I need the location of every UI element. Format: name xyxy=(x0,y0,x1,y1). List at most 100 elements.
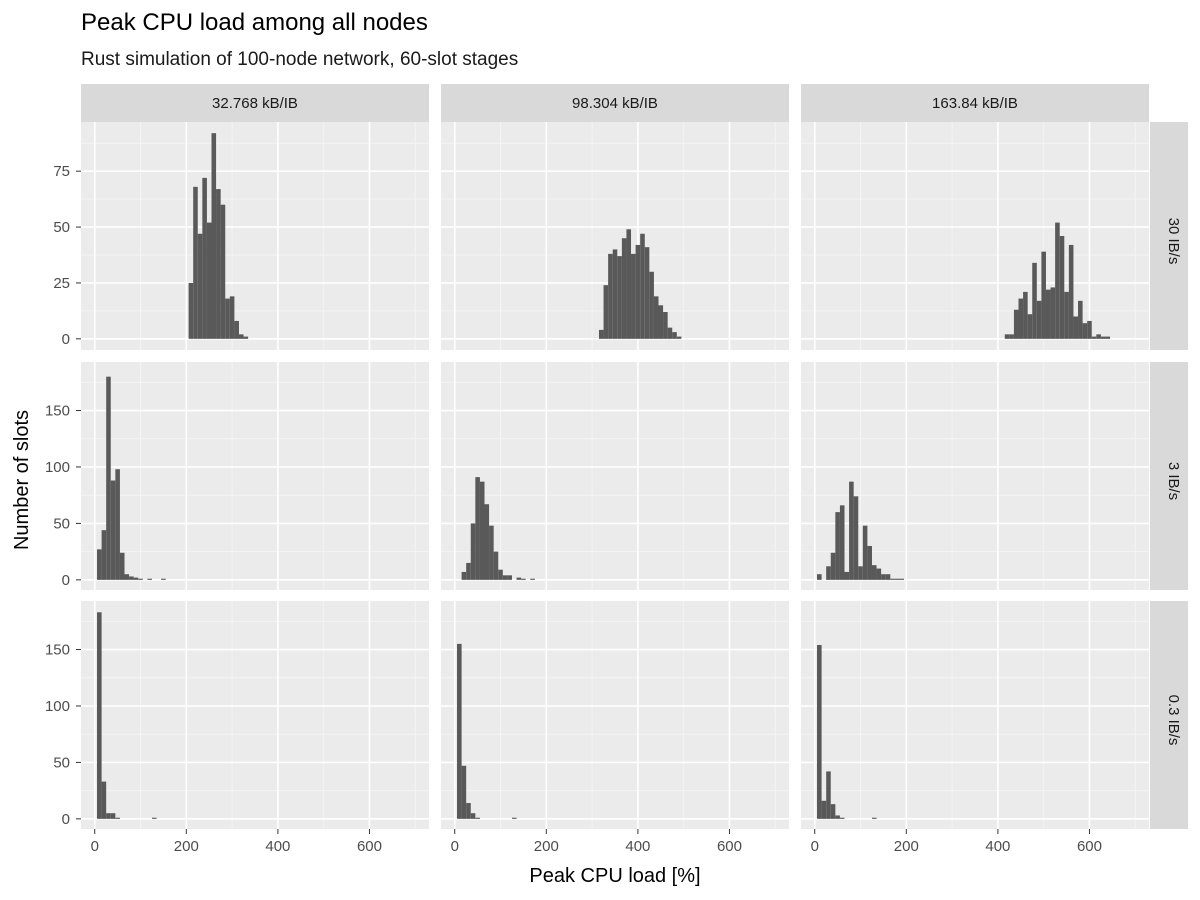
y-tick-label: 50 xyxy=(53,219,70,236)
histogram-bar xyxy=(110,813,116,819)
y-tick-label: 100 xyxy=(45,698,70,715)
x-tick-label: 400 xyxy=(625,838,650,855)
y-tick-label: 50 xyxy=(53,515,70,532)
histogram-bar xyxy=(188,282,194,339)
histogram-bar xyxy=(644,247,650,339)
y-tick-label: 0 xyxy=(62,572,70,589)
histogram-bar xyxy=(229,296,235,339)
histogram-bar xyxy=(211,133,217,339)
x-tick-label: 0 xyxy=(91,838,99,855)
histogram-bar xyxy=(1087,320,1092,339)
facet-panel xyxy=(801,122,1149,350)
histogram-bar xyxy=(631,253,636,339)
histogram-bar xyxy=(894,578,900,580)
column-strip xyxy=(441,84,789,122)
histogram-bar xyxy=(147,578,152,580)
y-tick-label: 25 xyxy=(53,275,70,292)
column-strip xyxy=(81,84,429,122)
histogram-bar xyxy=(871,565,877,580)
histogram-bar xyxy=(612,249,618,339)
histogram-bar xyxy=(1091,336,1097,339)
histogram-bar xyxy=(475,817,480,819)
histogram-bar xyxy=(493,551,499,580)
histogram-bar xyxy=(830,552,836,580)
histogram-bar xyxy=(220,204,226,339)
histogram-bar xyxy=(193,186,198,339)
panel-background xyxy=(81,601,429,829)
histogram-bar xyxy=(881,574,886,580)
chart-title: Peak CPU load among all nodes xyxy=(81,9,428,36)
histogram-bar xyxy=(858,566,863,580)
histogram-bar xyxy=(119,552,125,580)
y-tick-label: 0 xyxy=(62,331,70,348)
histogram-bar xyxy=(849,481,854,580)
histogram-bar xyxy=(1045,289,1051,339)
panel-background xyxy=(441,601,789,829)
histogram-bar xyxy=(110,480,116,580)
x-tick-label: 200 xyxy=(894,838,919,855)
histogram-bar xyxy=(124,574,130,580)
histogram-bar xyxy=(489,525,494,580)
histogram-bar xyxy=(1004,334,1010,339)
histogram-bar xyxy=(101,530,107,580)
row-strip xyxy=(1150,601,1188,829)
histogram-bar xyxy=(667,327,673,339)
histogram-bar xyxy=(649,271,654,339)
x-tick-label: 600 xyxy=(1077,838,1102,855)
histogram-bar xyxy=(844,571,850,580)
histogram-bar xyxy=(1032,262,1037,339)
histogram-bar xyxy=(817,574,822,580)
histogram-bar xyxy=(466,803,471,819)
histogram-bar xyxy=(1096,334,1101,339)
histogram-bar xyxy=(1064,291,1069,339)
histogram-bar xyxy=(461,765,467,819)
histogram-bar xyxy=(835,512,840,580)
facet-grid: 32.768 kB/IB 98.304 kB/IB 163.84 kB/IB 30 I… xyxy=(45,84,1188,855)
histogram-bar xyxy=(676,336,682,339)
histogram-bar xyxy=(479,481,485,580)
facet-panel xyxy=(441,362,789,590)
histogram-bar xyxy=(475,477,480,580)
histogram-bar xyxy=(853,496,859,580)
histogram-bar xyxy=(899,578,905,580)
histogram-bar xyxy=(466,562,471,580)
histogram-bar xyxy=(97,549,102,580)
y-tick-label: 150 xyxy=(45,642,70,659)
histogram-bar xyxy=(672,332,677,339)
row-strip-label: 0.3 IB/s xyxy=(1165,695,1182,746)
histogram-bar xyxy=(635,244,641,339)
y-tick-label: 150 xyxy=(45,403,70,420)
histogram-bar xyxy=(1009,334,1014,339)
panel-background xyxy=(801,122,1149,350)
histogram-bar xyxy=(234,320,239,339)
x-tick-label: 0 xyxy=(451,838,459,855)
histogram-bar xyxy=(238,334,244,339)
histogram-bar xyxy=(97,612,102,819)
y-tick-label: 100 xyxy=(45,459,70,476)
panel-background xyxy=(81,122,429,350)
histogram-bar xyxy=(1105,336,1111,339)
histogram-bar xyxy=(830,804,836,819)
histogram-bar xyxy=(161,578,166,580)
histogram-bar xyxy=(202,177,207,339)
histogram-bar xyxy=(658,305,664,339)
x-tick-label: 600 xyxy=(717,838,742,855)
histogram-bar xyxy=(115,817,120,819)
histogram-bar xyxy=(890,578,895,580)
panel-background xyxy=(81,362,429,590)
histogram-bar xyxy=(871,817,877,819)
facet-panel xyxy=(441,601,789,829)
facet-panel xyxy=(801,601,1149,829)
histogram-bar xyxy=(511,817,517,819)
histogram-bar xyxy=(115,469,120,580)
histogram-bar xyxy=(876,568,882,580)
facet-panel xyxy=(441,122,789,350)
facet-panel xyxy=(81,601,429,829)
histogram-bar xyxy=(1082,323,1088,339)
x-tick-label: 400 xyxy=(985,838,1010,855)
histogram-bar xyxy=(507,575,512,580)
facet-panel xyxy=(81,362,429,590)
histogram-bar xyxy=(197,233,203,339)
histogram-bar xyxy=(470,523,476,580)
histogram-bar xyxy=(1073,316,1079,339)
